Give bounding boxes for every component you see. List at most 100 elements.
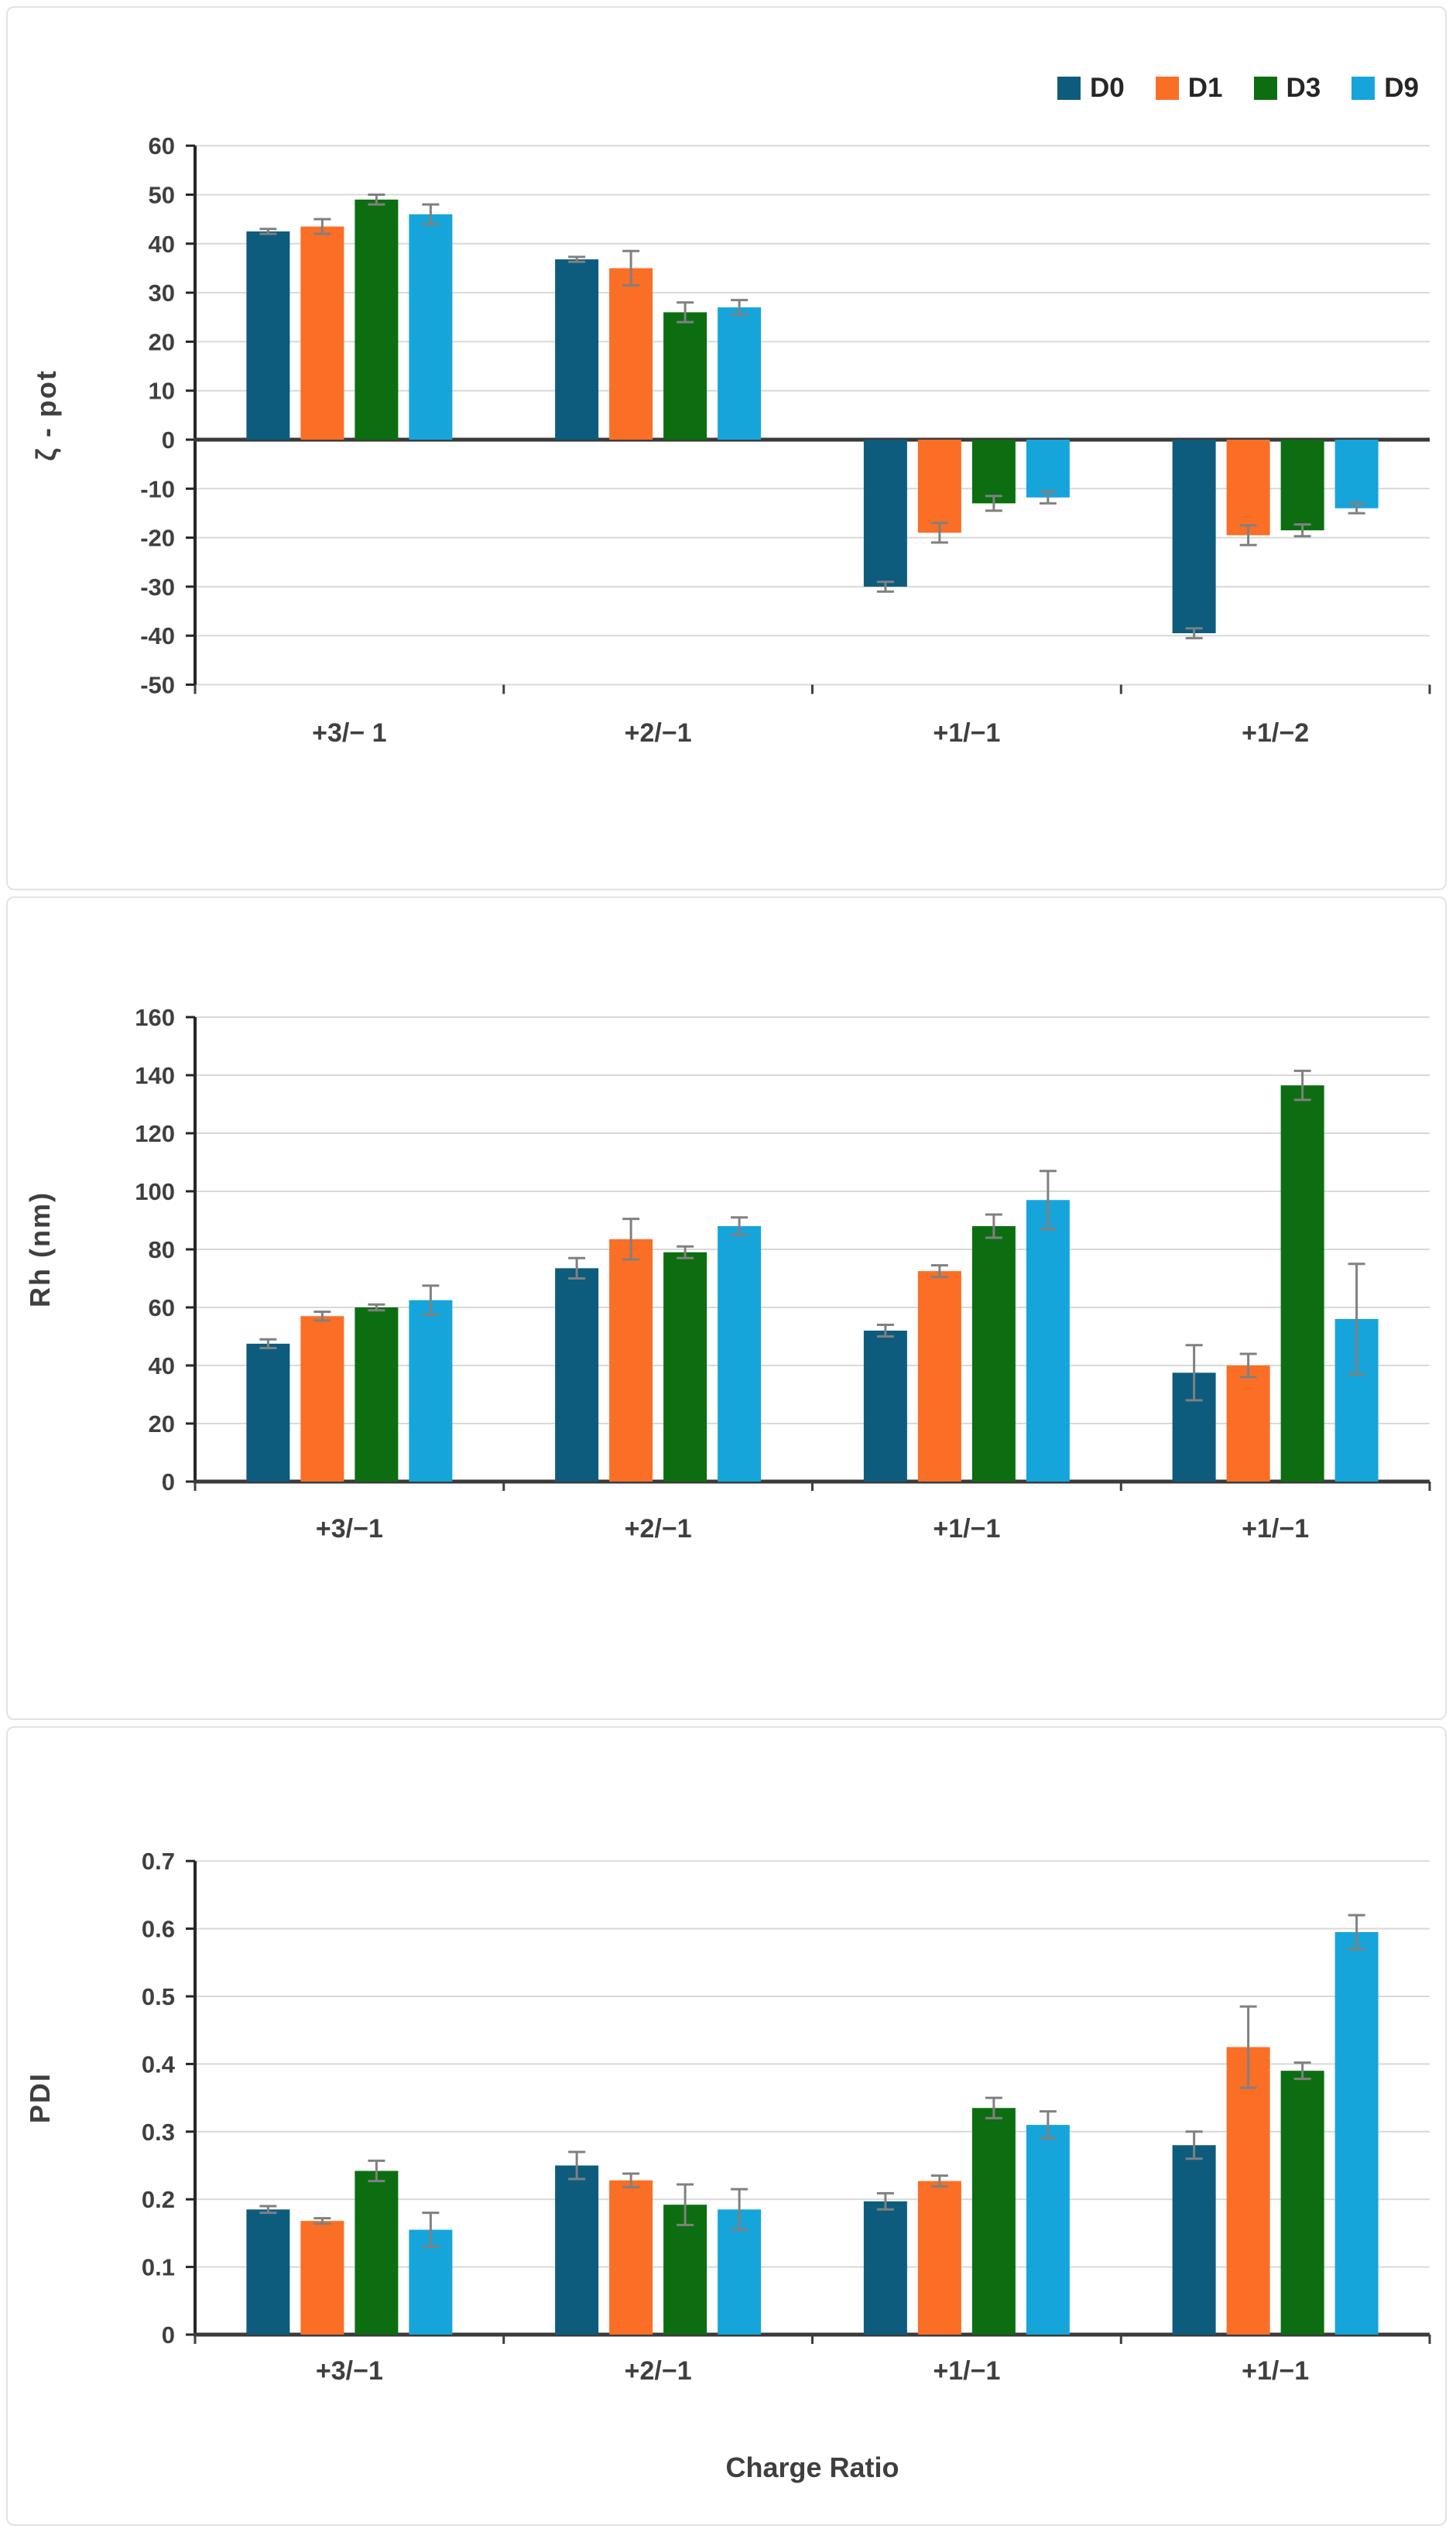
y-tick-label: 120	[135, 1120, 175, 1147]
bar-d3-group3	[971, 440, 1016, 504]
zeta-pot-chart: 60 50 40 30 20 10 0 -10 -20 -30 -40 -50 +3/− 1 +2/−1 +…	[30, 132, 1431, 748]
x-category-label: +3/−1	[316, 2356, 383, 2386]
y-tick-label: -10	[140, 475, 175, 502]
bar-d9-group1	[409, 214, 453, 440]
y-tick-label: 40	[149, 231, 175, 258]
bar-d9-group2	[718, 1226, 762, 1482]
bar-d9-group3	[1026, 2125, 1070, 2335]
x-category-label: +2/−1	[625, 1514, 692, 1544]
bar-d3-group4	[1280, 2071, 1324, 2335]
bar-d3-group4	[1280, 440, 1324, 531]
y-axis-title: PDI	[24, 2072, 56, 2123]
bar-d9-group1	[409, 1300, 453, 1482]
legend-item-d9: D9	[1352, 73, 1419, 104]
bar-d0-group1	[246, 2209, 290, 2335]
bar-d1-group2	[609, 268, 653, 440]
legend-swatch-d3	[1253, 77, 1277, 100]
y-tick-label: 0.2	[142, 2186, 175, 2213]
bar-d3-group2	[663, 312, 707, 440]
pdi-chart: 0.7 0.6 0.5 0.4 0.3 0.2 0.1 0 +3/−1 +2/−1 +1/−1 +1/…	[24, 1848, 1431, 2483]
y-tick-label: 10	[149, 378, 175, 405]
bar-d1-group3	[917, 440, 961, 533]
bar-d0-group2	[555, 2165, 599, 2335]
y-tick-label: -50	[140, 672, 175, 699]
y-tick-label: 0.4	[142, 2051, 176, 2078]
y-tick-label: 20	[149, 1410, 175, 1437]
bar-d1-group2	[609, 1239, 653, 1482]
legend-label: D1	[1187, 73, 1223, 103]
bar-d3-group1	[355, 199, 399, 440]
bar-d1-group3	[917, 2181, 961, 2335]
y-axis-title: ζ - pot	[30, 369, 62, 461]
bar-d1-group1	[300, 2221, 344, 2335]
bar-d1-group2	[609, 2180, 653, 2335]
y-tick-label: 140	[135, 1062, 175, 1089]
bar-d3-group3	[971, 2108, 1016, 2335]
bar-d1-group4	[1226, 1365, 1270, 1482]
x-category-label: +2/−1	[625, 718, 692, 748]
bar-d9-group3	[1026, 440, 1070, 498]
x-category-label: +1/−1	[1242, 1514, 1309, 1544]
x-category-label: +1/−1	[933, 2356, 1000, 2386]
bar-d3-group1	[355, 1307, 399, 1482]
bar-d0-group3	[863, 2201, 907, 2335]
bar-d0-group4	[1172, 440, 1216, 634]
x-category-label: +1/−1	[1242, 2356, 1309, 2386]
bar-d9-group3	[1026, 1200, 1070, 1482]
x-axis-title: Charge Ratio	[725, 2451, 899, 2483]
bar-d3-group2	[663, 2205, 707, 2335]
bar-d9-group4	[1334, 440, 1379, 509]
y-tick-label: 100	[135, 1178, 175, 1205]
y-tick-label: 160	[135, 1004, 175, 1031]
bar-d9-group4	[1334, 1931, 1379, 2335]
y-tick-label: 80	[149, 1236, 175, 1263]
legend-swatch-d1	[1155, 77, 1179, 100]
y-tick-label: -30	[140, 574, 175, 601]
bar-d9-group2	[718, 307, 762, 440]
bar-d0-group1	[246, 1343, 290, 1482]
legend-swatch-d9	[1352, 77, 1375, 100]
y-tick-label: 20	[149, 328, 175, 355]
bar-d1-group3	[917, 1271, 961, 1482]
legend-swatch-d0	[1057, 77, 1081, 100]
x-category-label: +1/−1	[933, 718, 1000, 748]
bar-d0-group1	[246, 231, 290, 440]
x-category-label: +3/− 1	[312, 718, 386, 748]
x-category-label: +2/−1	[625, 2356, 692, 2386]
legend-label: D9	[1384, 73, 1419, 103]
y-tick-label: -20	[140, 525, 175, 552]
bar-d3-group1	[355, 2171, 399, 2335]
y-tick-label: 0.6	[142, 1916, 175, 1943]
legend-item-d3: D3	[1253, 73, 1321, 104]
y-tick-label: 30	[149, 279, 175, 307]
legend-label: D0	[1090, 73, 1125, 103]
bar-d1-group4	[1226, 440, 1270, 536]
legend: D0 D1 D3 D9	[1057, 73, 1419, 104]
rh-chart: 160 140 120 100 80 60 40 20 0 +3/−1 +2/−1 +1/−1 +1/−…	[24, 1004, 1431, 1544]
y-tick-label: 40	[149, 1352, 175, 1379]
bar-d0-group2	[555, 1268, 599, 1482]
legend-item-d1: D1	[1155, 73, 1223, 104]
x-category-label: +1/−1	[933, 1514, 1000, 1544]
bar-d0-group3	[863, 440, 907, 587]
bar-d0-group3	[863, 1331, 907, 1482]
y-tick-label: 0.5	[142, 1983, 175, 2010]
bar-d0-group4	[1172, 2145, 1216, 2335]
bar-d3-group2	[663, 1252, 707, 1482]
bar-d0-group2	[555, 259, 599, 440]
y-tick-label: 0	[162, 2321, 175, 2349]
y-tick-label: 60	[149, 1294, 175, 1321]
bar-d3-group4	[1280, 1085, 1324, 1482]
x-category-label: +1/−2	[1242, 718, 1309, 748]
y-tick-label: 50	[149, 182, 175, 209]
x-category-label: +3/−1	[316, 1514, 383, 1544]
y-tick-label: 0.1	[142, 2254, 175, 2281]
y-tick-label: 0	[162, 427, 175, 454]
bar-d1-group1	[300, 1316, 344, 1482]
bar-d1-group4	[1226, 2047, 1270, 2335]
bar-d3-group3	[971, 1226, 1016, 1482]
y-tick-label: 0.7	[142, 1848, 175, 1875]
rh-panel: 160 140 120 100 80 60 40 20 0 +3/−1 +2/−1 +1/−1 +1/−…	[6, 896, 1447, 1720]
zeta-potential-panel: 60 50 40 30 20 10 0 -10 -20 -30 -40 -50 +3/− 1 +2/−1 +…	[6, 6, 1447, 890]
